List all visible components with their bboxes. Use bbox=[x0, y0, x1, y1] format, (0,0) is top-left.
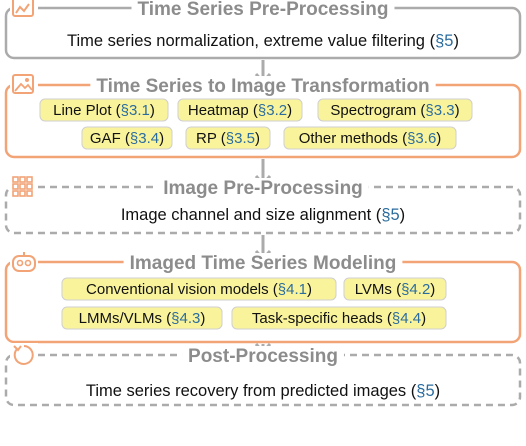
method-tag bbox=[61, 277, 337, 301]
section-ref: §3.6 bbox=[407, 130, 436, 147]
text-part: ) bbox=[421, 310, 426, 327]
text-part: Image channel and size alignment ( bbox=[121, 206, 382, 224]
stage-box bbox=[4, 353, 522, 407]
icon-background bbox=[10, 175, 38, 199]
method-tag bbox=[61, 306, 223, 330]
section-ref: §3.4 bbox=[130, 130, 159, 147]
title-background bbox=[157, 178, 369, 200]
text-part: Task-specific heads ( bbox=[252, 310, 392, 327]
method-tag-label: Conventional vision models (§4.1) bbox=[86, 281, 312, 298]
text-part: ) bbox=[435, 382, 441, 400]
icon bbox=[16, 259, 24, 267]
title-background bbox=[123, 253, 403, 275]
method-tag bbox=[343, 277, 447, 301]
stage-title: Imaged Time Series Modeling bbox=[130, 253, 397, 274]
text-part: Line Plot ( bbox=[53, 102, 121, 119]
icon bbox=[12, 183, 19, 190]
text-part: ) bbox=[455, 102, 460, 119]
method-tag-label: Spectrogram (§3.3) bbox=[330, 102, 459, 119]
icon bbox=[19, 176, 26, 183]
icon bbox=[12, 190, 19, 197]
section-ref: §5 bbox=[416, 382, 434, 400]
text-part: RP ( bbox=[196, 130, 226, 147]
method-tag bbox=[231, 306, 447, 330]
text-part: ) bbox=[200, 310, 205, 327]
method-tag-label: Line Plot (§3.1) bbox=[53, 102, 155, 119]
icon bbox=[12, 176, 19, 183]
method-tag bbox=[81, 126, 173, 150]
icon bbox=[15, 3, 30, 14]
text-part: ) bbox=[307, 281, 312, 298]
method-tag-label: GAF (§3.4) bbox=[90, 130, 164, 147]
method-tag-label: LMMs/VLMs (§4.3) bbox=[79, 310, 206, 327]
stage-title: Image Pre-Processing bbox=[163, 178, 363, 199]
title-background bbox=[182, 346, 344, 368]
method-tag-label: RP (§3.5) bbox=[196, 130, 260, 147]
method-tag bbox=[317, 98, 473, 122]
section-ref: §4.4 bbox=[392, 310, 421, 327]
icon bbox=[14, 82, 33, 92]
text-part: ) bbox=[400, 206, 406, 224]
stage: Time Series Pre-Processing Time series no… bbox=[4, 0, 522, 60]
icon bbox=[26, 190, 33, 197]
stage: Post-Processing Time series recovery from… bbox=[4, 343, 522, 407]
text-part: Time series normalization, extreme value… bbox=[67, 32, 436, 50]
method-tag bbox=[283, 126, 457, 150]
stage: Image Pre-Processing Image channel and si… bbox=[4, 175, 522, 235]
text-part: ) bbox=[453, 32, 459, 50]
text-part: LVMs ( bbox=[355, 281, 401, 298]
stage-title: Post-Processing bbox=[188, 346, 338, 367]
icon bbox=[25, 78, 29, 82]
text-part: ) bbox=[150, 102, 155, 119]
section-ref: §3.2 bbox=[258, 102, 287, 119]
text-part: Conventional vision models ( bbox=[86, 281, 278, 298]
text-part: ) bbox=[159, 130, 164, 147]
stage-description: Time series recovery from predicted imag… bbox=[86, 382, 440, 400]
section-ref: §4.1 bbox=[278, 281, 307, 298]
icon bbox=[24, 259, 32, 267]
text-part: LMMs/VLMs ( bbox=[79, 310, 172, 327]
method-tag-label: Task-specific heads (§4.4) bbox=[252, 310, 426, 327]
section-ref: §3.3 bbox=[425, 102, 454, 119]
section-ref: §5 bbox=[435, 32, 453, 50]
text-part: ) bbox=[430, 281, 435, 298]
title-background bbox=[90, 76, 436, 98]
section-ref: §3.5 bbox=[226, 130, 255, 147]
icon bbox=[12, 74, 34, 94]
text-part: GAF ( bbox=[90, 130, 130, 147]
method-tag bbox=[177, 98, 303, 122]
icon bbox=[19, 183, 26, 190]
icon bbox=[26, 176, 33, 183]
method-tag-label: LVMs (§4.2) bbox=[355, 281, 436, 298]
stage-title: Time Series Pre-Processing bbox=[138, 0, 389, 20]
text-part: ) bbox=[287, 102, 292, 119]
stage-description: Time series normalization, extreme value… bbox=[67, 32, 459, 50]
text-part: Heatmap ( bbox=[188, 102, 258, 119]
section-ref: §5 bbox=[381, 206, 399, 224]
stage: Time Series to Image Transformation Line … bbox=[4, 73, 522, 159]
section-ref: §4.2 bbox=[401, 281, 430, 298]
title-background bbox=[131, 0, 395, 21]
section-ref: §4.3 bbox=[171, 310, 200, 327]
method-tag-label: Heatmap (§3.2) bbox=[188, 102, 292, 119]
stage-description: Image channel and size alignment (§5) bbox=[121, 206, 405, 224]
method-tag-label: Other methods (§3.6) bbox=[299, 130, 442, 147]
icon bbox=[12, 0, 34, 17]
stage-title: Time Series to Image Transformation bbox=[96, 76, 429, 97]
text-part: Other methods ( bbox=[299, 130, 407, 147]
text-part: ) bbox=[255, 130, 260, 147]
icon bbox=[26, 183, 33, 190]
method-tag bbox=[185, 126, 271, 150]
icon bbox=[13, 345, 34, 365]
icon bbox=[13, 345, 22, 352]
method-tag bbox=[39, 98, 169, 122]
text-part: Time series recovery from predicted imag… bbox=[86, 382, 417, 400]
text-part: Spectrogram ( bbox=[330, 102, 425, 119]
icon bbox=[19, 190, 26, 197]
section-ref: §3.1 bbox=[121, 102, 150, 119]
text-part: ) bbox=[436, 130, 441, 147]
stage: Imaged Time Series Modeling Conventional … bbox=[4, 250, 522, 344]
